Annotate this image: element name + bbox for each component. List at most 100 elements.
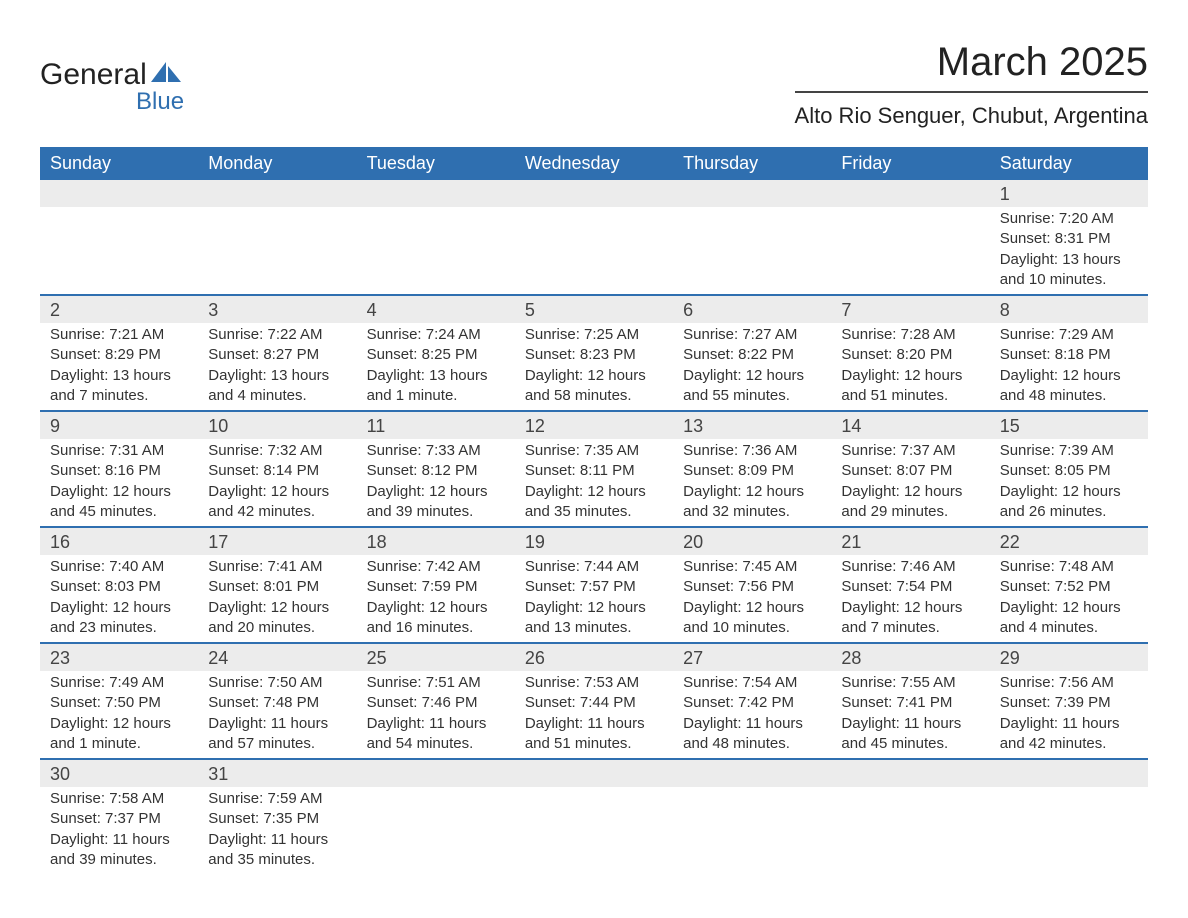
weekday-header: Monday (198, 147, 356, 180)
sunset-line: Sunset: 8:01 PM (208, 577, 346, 597)
day-details: Sunrise: 7:35 AMSunset: 8:11 PMDaylight:… (515, 439, 673, 526)
daylight-line: Daylight: 12 hours and 26 minutes. (1000, 482, 1138, 523)
sunrise-line: Sunrise: 7:46 AM (841, 557, 979, 577)
day-number (831, 760, 989, 787)
day-number (673, 760, 831, 787)
day-details: Sunrise: 7:29 AMSunset: 8:18 PMDaylight:… (990, 323, 1148, 410)
calendar-body: 1Sunrise: 7:20 AMSunset: 8:31 PMDaylight… (40, 180, 1148, 874)
day-details: Sunrise: 7:53 AMSunset: 7:44 PMDaylight:… (515, 671, 673, 758)
day-number (40, 180, 198, 207)
day-details: Sunrise: 7:56 AMSunset: 7:39 PMDaylight:… (990, 671, 1148, 758)
day-number (357, 180, 515, 207)
sunrise-line: Sunrise: 7:56 AM (1000, 673, 1138, 693)
header: General Blue March 2025 Alto Rio Senguer… (40, 40, 1148, 129)
day-details (198, 207, 356, 294)
sunrise-line: Sunrise: 7:53 AM (525, 673, 663, 693)
daylight-line: Daylight: 12 hours and 10 minutes. (683, 598, 821, 639)
day-details: Sunrise: 7:45 AMSunset: 7:56 PMDaylight:… (673, 555, 831, 642)
day-number: 21 (831, 528, 989, 555)
sunset-line: Sunset: 7:48 PM (208, 693, 346, 713)
day-details: Sunrise: 7:37 AMSunset: 8:07 PMDaylight:… (831, 439, 989, 526)
day-details: Sunrise: 7:54 AMSunset: 7:42 PMDaylight:… (673, 671, 831, 758)
day-number: 9 (40, 412, 198, 439)
daylight-line: Daylight: 12 hours and 35 minutes. (525, 482, 663, 523)
sunrise-line: Sunrise: 7:31 AM (50, 441, 188, 461)
sunset-line: Sunset: 8:11 PM (525, 461, 663, 481)
day-details: Sunrise: 7:46 AMSunset: 7:54 PMDaylight:… (831, 555, 989, 642)
day-number: 12 (515, 412, 673, 439)
sunset-line: Sunset: 8:20 PM (841, 345, 979, 365)
day-details: Sunrise: 7:55 AMSunset: 7:41 PMDaylight:… (831, 671, 989, 758)
day-number: 11 (357, 412, 515, 439)
calendar-daynum-row: 23242526272829 (40, 642, 1148, 671)
day-details: Sunrise: 7:41 AMSunset: 8:01 PMDaylight:… (198, 555, 356, 642)
day-details: Sunrise: 7:21 AMSunset: 8:29 PMDaylight:… (40, 323, 198, 410)
sunset-line: Sunset: 8:09 PM (683, 461, 821, 481)
daylight-line: Daylight: 12 hours and 45 minutes. (50, 482, 188, 523)
day-number (515, 180, 673, 207)
day-number: 23 (40, 644, 198, 671)
sunrise-line: Sunrise: 7:27 AM (683, 325, 821, 345)
day-number: 28 (831, 644, 989, 671)
day-number (831, 180, 989, 207)
day-number: 27 (673, 644, 831, 671)
sunset-line: Sunset: 8:03 PM (50, 577, 188, 597)
daylight-line: Daylight: 12 hours and 51 minutes. (841, 366, 979, 407)
day-number: 16 (40, 528, 198, 555)
weekday-header: Thursday (673, 147, 831, 180)
sunrise-line: Sunrise: 7:24 AM (367, 325, 505, 345)
day-number: 17 (198, 528, 356, 555)
sunset-line: Sunset: 7:59 PM (367, 577, 505, 597)
calendar-header-row: Sunday Monday Tuesday Wednesday Thursday… (40, 147, 1148, 180)
sunset-line: Sunset: 8:14 PM (208, 461, 346, 481)
day-number (673, 180, 831, 207)
day-details: Sunrise: 7:25 AMSunset: 8:23 PMDaylight:… (515, 323, 673, 410)
day-details: Sunrise: 7:32 AMSunset: 8:14 PMDaylight:… (198, 439, 356, 526)
sunset-line: Sunset: 7:35 PM (208, 809, 346, 829)
day-details (357, 207, 515, 294)
daylight-line: Daylight: 12 hours and 1 minute. (50, 714, 188, 755)
sunrise-line: Sunrise: 7:45 AM (683, 557, 821, 577)
day-number: 18 (357, 528, 515, 555)
sunrise-line: Sunrise: 7:42 AM (367, 557, 505, 577)
daylight-line: Daylight: 11 hours and 39 minutes. (50, 830, 188, 871)
sunset-line: Sunset: 8:27 PM (208, 345, 346, 365)
sunset-line: Sunset: 7:56 PM (683, 577, 821, 597)
sunrise-line: Sunrise: 7:25 AM (525, 325, 663, 345)
sunset-line: Sunset: 7:57 PM (525, 577, 663, 597)
sunrise-line: Sunrise: 7:40 AM (50, 557, 188, 577)
sunrise-line: Sunrise: 7:44 AM (525, 557, 663, 577)
sunset-line: Sunset: 8:29 PM (50, 345, 188, 365)
title-block: March 2025 Alto Rio Senguer, Chubut, Arg… (795, 40, 1148, 129)
sunrise-line: Sunrise: 7:20 AM (1000, 209, 1138, 229)
sunset-line: Sunset: 8:16 PM (50, 461, 188, 481)
day-number (357, 760, 515, 787)
sunrise-line: Sunrise: 7:41 AM (208, 557, 346, 577)
logo-word2: Blue (136, 88, 184, 116)
day-details: Sunrise: 7:59 AMSunset: 7:35 PMDaylight:… (198, 787, 356, 874)
sunrise-line: Sunrise: 7:32 AM (208, 441, 346, 461)
sunset-line: Sunset: 7:50 PM (50, 693, 188, 713)
sunrise-line: Sunrise: 7:36 AM (683, 441, 821, 461)
weekday-header: Wednesday (515, 147, 673, 180)
daylight-line: Daylight: 12 hours and 7 minutes. (841, 598, 979, 639)
sunrise-line: Sunrise: 7:54 AM (683, 673, 821, 693)
day-number: 10 (198, 412, 356, 439)
sunrise-line: Sunrise: 7:50 AM (208, 673, 346, 693)
sunset-line: Sunset: 7:46 PM (367, 693, 505, 713)
day-number: 30 (40, 760, 198, 787)
day-details: Sunrise: 7:22 AMSunset: 8:27 PMDaylight:… (198, 323, 356, 410)
calendar: Sunday Monday Tuesday Wednesday Thursday… (40, 147, 1148, 874)
logo: General Blue (40, 58, 184, 116)
day-details (673, 207, 831, 294)
day-number (990, 760, 1148, 787)
location: Alto Rio Senguer, Chubut, Argentina (795, 103, 1148, 129)
day-number: 3 (198, 296, 356, 323)
sunrise-line: Sunrise: 7:28 AM (841, 325, 979, 345)
day-details: Sunrise: 7:28 AMSunset: 8:20 PMDaylight:… (831, 323, 989, 410)
daylight-line: Daylight: 11 hours and 48 minutes. (683, 714, 821, 755)
sunset-line: Sunset: 8:05 PM (1000, 461, 1138, 481)
day-details: Sunrise: 7:49 AMSunset: 7:50 PMDaylight:… (40, 671, 198, 758)
day-details: Sunrise: 7:44 AMSunset: 7:57 PMDaylight:… (515, 555, 673, 642)
day-details: Sunrise: 7:31 AMSunset: 8:16 PMDaylight:… (40, 439, 198, 526)
